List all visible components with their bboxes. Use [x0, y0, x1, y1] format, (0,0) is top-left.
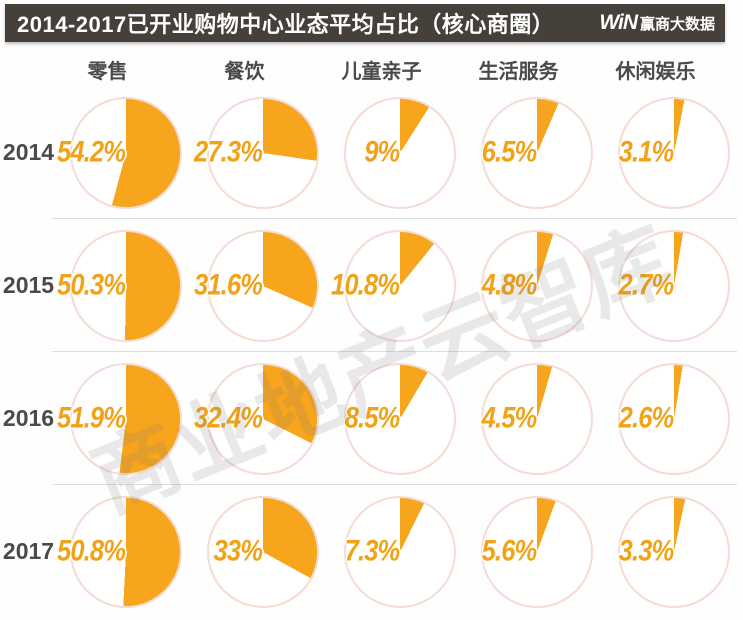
pie-cell: 4.5%: [468, 362, 605, 475]
pie-chart-2014-儿童亲子: 9%: [343, 96, 456, 209]
pie-percentage-label: 4.8%: [481, 267, 538, 301]
pie-cell: 2.6%: [605, 362, 742, 475]
category-header-4: 生活服务: [478, 60, 559, 83]
pie-percentage-label: 5.6%: [481, 533, 538, 567]
pie-chart-2016-休闲娱乐: 2.6%: [617, 362, 730, 475]
pie-grid: 零售 餐饮 儿童亲子 生活服务 休闲娱乐 2014 54.2% 27.3% 9% 6.5% 3.1…: [0, 52, 743, 618]
pie-chart-2015-零售: 50.3%: [57, 229, 182, 342]
pie-percentage-label: 8.5%: [344, 400, 401, 434]
pie-chart-2014-零售: 54.2%: [57, 96, 182, 209]
year-row-2017: 2017 50.8% 33% 7.3% 5.6% 3.3%: [0, 485, 743, 618]
page-title: 2014-2017已开业购物中心业态平均占比（核心商圈）: [17, 12, 555, 37]
pie-cell: 3.3%: [605, 495, 742, 608]
pie-chart-2017-餐饮: 33%: [206, 495, 319, 608]
pie-cell: 51.9%: [57, 362, 194, 475]
pie-cell: 9%: [331, 96, 468, 209]
pie-chart-2016-生活服务: 4.5%: [480, 362, 593, 475]
pie-cell: 32.4%: [194, 362, 331, 475]
pie-cell: 31.6%: [194, 229, 331, 342]
pie-chart-2014-餐饮: 27.3%: [194, 96, 319, 209]
pie-cell: 3.1%: [605, 96, 742, 209]
pie-chart-2017-生活服务: 5.6%: [480, 495, 593, 608]
brand-logo-text: 赢商大数据: [639, 15, 715, 33]
pie-percentage-label: 54.2%: [57, 134, 126, 168]
pie-percentage-label: 27.3%: [194, 134, 263, 168]
year-row-2015: 2015 50.3% 31.6% 10.8% 4.8% 2.7%: [0, 219, 743, 352]
pie-chart-2017-零售: 50.8%: [57, 495, 182, 608]
pie-percentage-label: 50.8%: [57, 533, 126, 567]
title-bar: 2014-2017已开业购物中心业态平均占比（核心商圈） WiN 赢商大数据: [5, 4, 725, 42]
pie-percentage-label: 2.7%: [618, 267, 675, 301]
brand-logo: WiN 赢商大数据: [599, 11, 715, 35]
year-label: 2017: [2, 538, 55, 564]
pie-cell: 50.8%: [57, 495, 194, 608]
category-header-1: 零售: [87, 60, 128, 83]
year-label: 2014: [2, 139, 55, 165]
pie-percentage-label: 32.4%: [194, 400, 263, 434]
year-row-2014: 2014 54.2% 27.3% 9% 6.5% 3.1%: [0, 86, 743, 219]
pie-percentage-label: 3.1%: [618, 134, 675, 168]
pie-cell: 5.6%: [468, 495, 605, 608]
pie-chart-2016-儿童亲子: 8.5%: [343, 362, 456, 475]
pie-chart-2015-生活服务: 4.8%: [480, 229, 593, 342]
pie-cell: 27.3%: [194, 96, 331, 209]
pie-percentage-label: 3.3%: [618, 533, 675, 567]
pie-percentage-label: 31.6%: [194, 267, 263, 301]
pie-chart-2015-儿童亲子: 10.8%: [331, 229, 456, 342]
pie-chart-2017-休闲娱乐: 3.3%: [617, 495, 730, 608]
pie-chart-2014-休闲娱乐: 3.1%: [617, 96, 730, 209]
pie-cell: 50.3%: [57, 229, 194, 342]
pie-percentage-label: 7.3%: [344, 533, 401, 567]
pie-percentage-label: 9%: [364, 134, 400, 168]
pie-percentage-label: 10.8%: [331, 267, 400, 301]
pie-cell: 4.8%: [468, 229, 605, 342]
pie-chart-2014-生活服务: 6.5%: [480, 96, 593, 209]
pie-chart-2015-休闲娱乐: 2.7%: [617, 229, 730, 342]
pie-cell: 54.2%: [57, 96, 194, 209]
pie-cell: 2.7%: [605, 229, 742, 342]
pie-percentage-label: 6.5%: [481, 134, 538, 168]
pie-chart-2015-餐饮: 31.6%: [194, 229, 319, 342]
pie-cell: 10.8%: [331, 229, 468, 342]
pie-percentage-label: 33%: [214, 533, 263, 567]
category-header-2: 餐饮: [224, 60, 265, 83]
pie-percentage-label: 4.5%: [481, 400, 538, 434]
pie-chart-2016-零售: 51.9%: [57, 362, 182, 475]
category-header-5: 休闲娱乐: [615, 60, 696, 83]
pie-percentage-label: 51.9%: [57, 400, 126, 434]
pie-cell: 6.5%: [468, 96, 605, 209]
pie-percentage-label: 50.3%: [57, 267, 126, 301]
pie-chart-2017-儿童亲子: 7.3%: [343, 495, 456, 608]
pie-chart-2016-餐饮: 32.4%: [194, 362, 319, 475]
year-row-2016: 2016 51.9% 32.4% 8.5% 4.5% 2.6%: [0, 352, 743, 485]
pie-cell: 33%: [194, 495, 331, 608]
category-header-3: 儿童亲子: [341, 60, 422, 83]
pie-cell: 8.5%: [331, 362, 468, 475]
pie-cell: 7.3%: [331, 495, 468, 608]
win-logo-icon: WiN: [599, 11, 638, 34]
year-label: 2016: [2, 405, 55, 431]
year-label: 2015: [2, 272, 55, 298]
category-header-row: 零售 餐饮 儿童亲子 生活服务 休闲娱乐: [0, 52, 743, 86]
pie-percentage-label: 2.6%: [618, 400, 675, 434]
